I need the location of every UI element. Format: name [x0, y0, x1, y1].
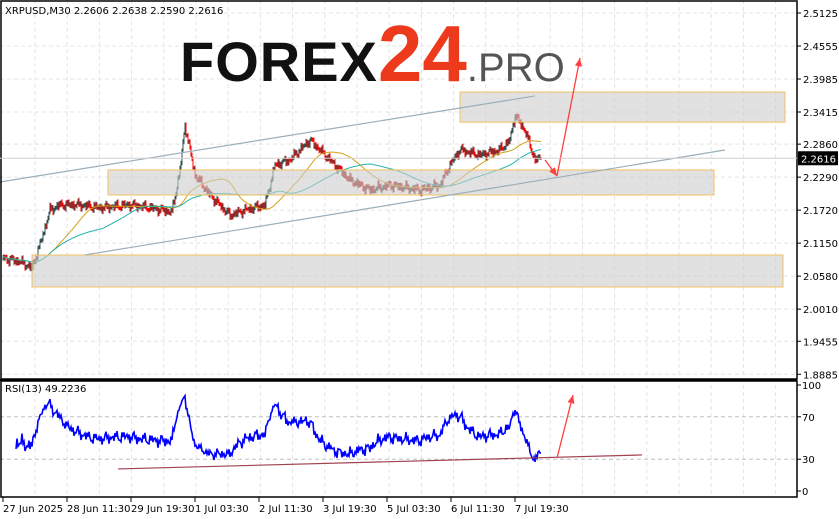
logo-part2: 24 — [377, 9, 467, 98]
rsi-forecast-arrow-head — [567, 394, 575, 404]
price-zone — [31, 254, 784, 288]
price-tick-label: 1.9455 — [803, 337, 838, 348]
time-tick-label: 1 Jul 03:30 — [195, 504, 249, 515]
rsi-tick-label: 100 — [802, 381, 821, 392]
rsi-tick-label: 0 — [802, 487, 808, 498]
grid — [0, 0, 797, 497]
time-tick-label: 29 Jun 19:30 — [131, 504, 195, 515]
price-tick-label: 2.1720 — [803, 206, 838, 217]
price-tick-label: 2.0580 — [803, 272, 838, 283]
price-tick-label: 2.3415 — [803, 108, 838, 119]
forecast-arrow-head — [574, 57, 582, 67]
price-tick-label: 2.5125 — [803, 9, 838, 20]
price-tick-label: 2.0010 — [803, 305, 838, 316]
current-price-badge — [798, 151, 838, 166]
time-tick-label: 6 Jul 11:30 — [451, 504, 505, 515]
time-tick-label: 5 Jul 03:30 — [387, 504, 441, 515]
logo-part3: .PRO — [466, 46, 565, 90]
main-pane-border — [0, 0, 798, 380]
chart-title: XRPUSD,M30 2.2606 2.2638 2.2590 2.2616 — [5, 6, 223, 17]
time-tick-label: 2 Jul 11:30 — [259, 504, 313, 515]
price-tick-label: 2.2290 — [803, 173, 838, 184]
forecast-arrow-head — [549, 167, 557, 176]
logo-part1: FOREX — [180, 30, 378, 93]
time-tick-label: 3 Jul 19:30 — [323, 504, 377, 515]
rsi-pane-border — [0, 380, 798, 498]
moving-average-50 — [2, 140, 542, 263]
channel-line — [84, 149, 726, 256]
price-tick-label: 2.2860 — [803, 140, 838, 151]
price-zone — [107, 169, 715, 196]
moving-averages — [2, 140, 542, 263]
forex24-logo: FOREX24.PRO — [180, 14, 565, 94]
time-tick-label: 27 Jun 2025 — [3, 504, 63, 515]
price-tick-label: 2.1150 — [803, 239, 838, 250]
rsi-line — [15, 393, 541, 462]
time-tick-label: 28 Jun 11:30 — [67, 504, 131, 515]
channel-lines — [0, 57, 726, 256]
price-tick-label: 1.8885 — [803, 370, 838, 381]
channel-line — [0, 95, 536, 183]
rsi-trend-line — [117, 454, 643, 470]
rsi-label: RSI(13) 49.2236 — [5, 384, 86, 395]
price-zone — [459, 91, 786, 123]
rsi-forecast-arrow — [556, 394, 574, 459]
rsi-tick-label: 30 — [802, 455, 815, 466]
zones — [31, 91, 786, 288]
forecast-arrow — [556, 57, 581, 177]
time-tick-label: 7 Jul 19:30 — [515, 504, 569, 515]
rsi-tick-label: 70 — [802, 413, 815, 424]
price-tick-label: 2.3985 — [803, 75, 838, 86]
rsi-pane — [0, 379, 797, 470]
current-price-label: 2.2616 — [801, 154, 836, 165]
price-tick-label: 2.4555 — [803, 42, 838, 53]
